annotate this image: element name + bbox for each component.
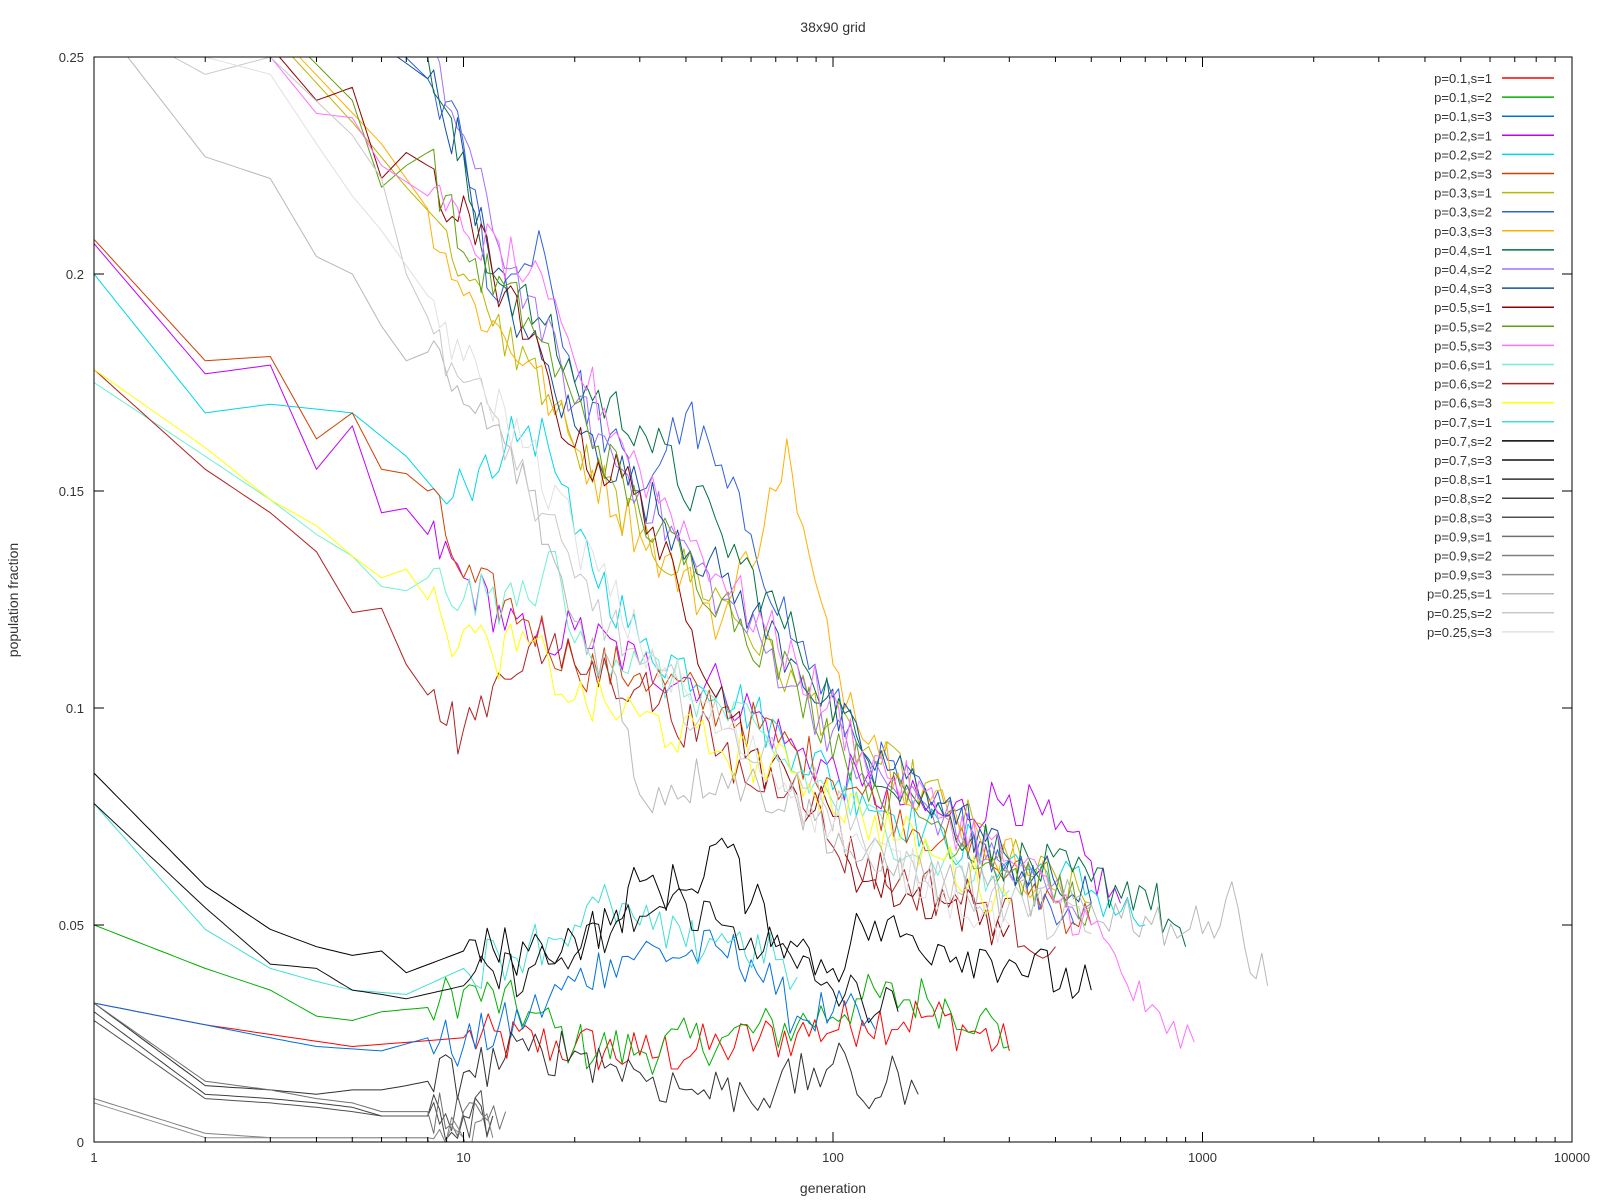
legend-label: p=0.1,s=1	[1434, 71, 1492, 86]
legend-label: p=0.2,s=1	[1434, 128, 1492, 143]
series-line-11	[426, 57, 1092, 920]
legend-label: p=0.2,s=2	[1434, 147, 1492, 162]
series-line-22	[94, 1002, 919, 1113]
series-line-12	[396, 57, 1092, 904]
series-line-9	[298, 57, 1056, 899]
x-tick-label: 10	[456, 1150, 470, 1165]
series-line-14	[308, 57, 1092, 926]
series-line-8	[404, 57, 1075, 926]
legend-label: p=0.5,s=3	[1434, 338, 1492, 353]
legend-label: p=0.5,s=2	[1434, 319, 1492, 334]
legend-label: p=0.3,s=3	[1434, 224, 1492, 239]
legend-label: p=0.4,s=3	[1434, 281, 1492, 296]
series-line-19	[94, 803, 798, 995]
series-line-3	[94, 929, 876, 1067]
plot-frame	[93, 56, 1573, 1143]
legend-label: p=0.9,s=3	[1434, 568, 1492, 583]
series-line-15	[269, 57, 1195, 1049]
chart-title: 38x90 grid	[800, 19, 865, 35]
legend-label: p=0.4,s=1	[1434, 243, 1492, 258]
x-axis-label: generation	[800, 1180, 866, 1196]
y-tick-label: 0.1	[66, 701, 84, 716]
series-line-20	[94, 772, 1092, 999]
legend-label: p=0.7,s=2	[1434, 434, 1492, 449]
series-line-6	[94, 238, 1092, 935]
series-line-30	[203, 57, 1010, 943]
series-line-1	[94, 1000, 1010, 1071]
legend-label: p=0.8,s=1	[1434, 472, 1492, 487]
legend-label: p=0.9,s=1	[1434, 529, 1492, 544]
series-line-5	[94, 273, 1146, 927]
series-line-27	[94, 1102, 464, 1142]
series-line-28	[127, 57, 1269, 986]
series-line-21	[94, 803, 899, 1024]
legend-label: p=0.2,s=3	[1434, 167, 1492, 182]
legend-label: p=0.9,s=2	[1434, 549, 1492, 564]
series-line-23	[94, 1011, 494, 1141]
x-tick-label: 1	[90, 1150, 97, 1165]
series-line-25	[94, 1002, 507, 1137]
y-tick-label: 0.15	[59, 484, 84, 499]
legend-label: p=0.8,s=2	[1434, 491, 1492, 506]
y-tick-label: 0.05	[59, 918, 84, 933]
legend-label: p=0.7,s=1	[1434, 415, 1492, 430]
series-line-13	[278, 57, 1010, 946]
series-line-16	[94, 382, 1010, 897]
legend-label: p=0.5,s=1	[1434, 300, 1492, 315]
series-line-26	[94, 1098, 494, 1142]
legend-label: p=0.1,s=2	[1434, 90, 1492, 105]
series-line-4	[94, 243, 1121, 904]
axis-ticks: 1 10 100 1000 10000 0 0.05 0.1 0.15 0.2 0.25	[59, 50, 1590, 1165]
series-line-2	[94, 924, 1010, 1075]
series-layer	[94, 57, 1269, 1142]
x-tick-label: 1000	[1188, 1150, 1217, 1165]
series-line-18	[94, 369, 1010, 914]
y-axis-label: population fraction	[5, 543, 21, 657]
y-tick-label: 0	[77, 1135, 84, 1150]
legend-label: p=0.3,s=1	[1434, 186, 1492, 201]
legend-label: p=0.6,s=2	[1434, 377, 1492, 392]
legend-label: p=0.25,s=2	[1427, 606, 1492, 621]
x-tick-label: 10000	[1554, 1150, 1590, 1165]
series-line-17	[94, 369, 1056, 959]
series-line-29	[172, 57, 1092, 940]
legend-label: p=0.1,s=3	[1434, 109, 1492, 124]
legend-label: p=0.6,s=3	[1434, 396, 1492, 411]
y-tick-label: 0.2	[66, 267, 84, 282]
series-line-10	[426, 57, 1187, 947]
legend-label: p=0.25,s=1	[1427, 587, 1492, 602]
legend-label: p=0.25,s=3	[1427, 625, 1492, 640]
legend-label: p=0.7,s=3	[1434, 453, 1492, 468]
legend-label: p=0.3,s=2	[1434, 205, 1492, 220]
y-tick-label: 0.25	[59, 50, 84, 65]
series-line-7	[292, 57, 1092, 908]
x-tick-label: 100	[822, 1150, 844, 1165]
legend-label: p=0.6,s=1	[1434, 358, 1492, 373]
legend-label: p=0.8,s=3	[1434, 510, 1492, 525]
legend-label: p=0.4,s=2	[1434, 262, 1492, 277]
legend: p=0.1,s=1 p=0.1,s=2 p=0.1,s=3 p=0.2,s=1 p=0.…	[1427, 71, 1554, 640]
